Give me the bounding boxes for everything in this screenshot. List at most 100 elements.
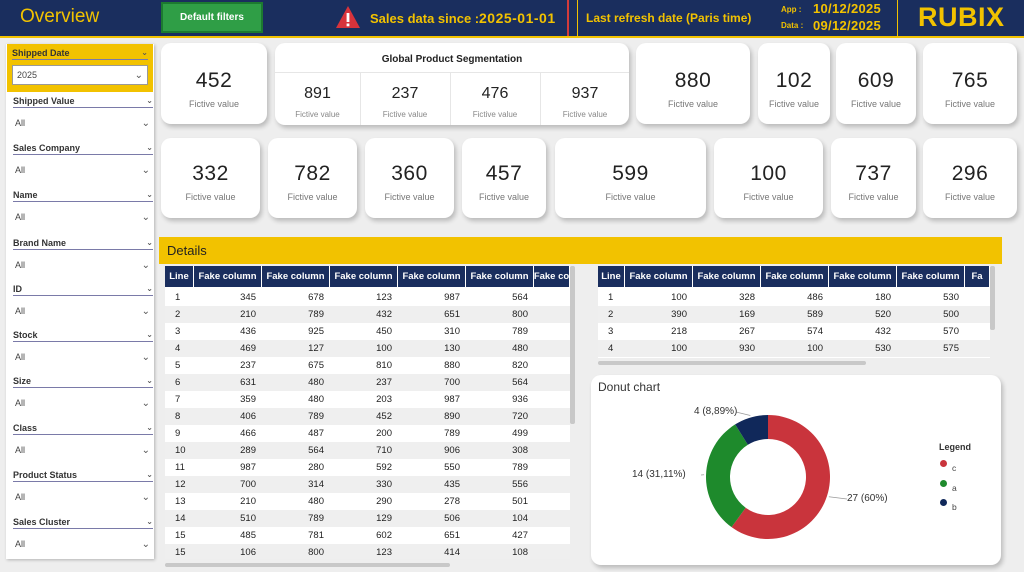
donut-slice-a[interactable]: [706, 424, 748, 528]
slicer-dropdown[interactable]: All ⌄: [13, 302, 153, 320]
chevron-down-icon[interactable]: ⌄: [146, 190, 153, 199]
slicer-dropdown[interactable]: All ⌄: [13, 256, 153, 274]
chevron-down-icon[interactable]: ⌄: [141, 164, 150, 176]
chevron-down-icon[interactable]: ⌄: [134, 69, 143, 81]
slicer-dropdown[interactable]: All ⌄: [13, 535, 153, 553]
table-row[interactable]: 12 700 314 330 435 556: [165, 476, 570, 493]
column-header[interactable]: Fake column: [262, 266, 330, 287]
slicer-value: All: [15, 352, 26, 362]
table-row[interactable]: 10 289 564 710 906 308: [165, 442, 570, 459]
table-row[interactable]: 6 631 480 237 700 564: [165, 374, 570, 391]
vertical-scrollbar[interactable]: [570, 266, 575, 424]
column-header[interactable]: Line: [598, 266, 625, 287]
table-cell: 452: [376, 411, 392, 422]
chevron-down-icon[interactable]: ⌄: [141, 305, 150, 317]
chevron-down-icon[interactable]: ⌄: [141, 259, 150, 271]
chevron-down-icon[interactable]: ⌄: [146, 470, 153, 479]
chevron-down-icon[interactable]: ⌄: [141, 351, 150, 363]
slicer-dropdown[interactable]: All ⌄: [13, 441, 153, 459]
chevron-down-icon[interactable]: ⌄: [146, 376, 153, 385]
horizontal-scrollbar[interactable]: [598, 361, 866, 365]
chevron-down-icon[interactable]: ⌄: [141, 397, 150, 409]
table-cell: 203: [376, 394, 392, 405]
table-row[interactable]: 2 390 169 589 520 500: [598, 306, 990, 323]
chevron-down-icon[interactable]: ⌄: [141, 538, 150, 550]
slicer-header[interactable]: Sales Company ⌄: [13, 143, 153, 155]
donut-slice-c[interactable]: [731, 415, 830, 539]
column-header[interactable]: Line: [165, 266, 194, 287]
column-header[interactable]: Fake column: [829, 266, 897, 287]
chevron-down-icon[interactable]: ⌄: [146, 330, 153, 339]
slicer-header[interactable]: Size ⌄: [13, 376, 153, 388]
table-cell: [534, 493, 570, 510]
table-row[interactable]: 1 100 328 486 180 530: [598, 289, 990, 306]
table-row[interactable]: 4 469 127 100 130 480: [165, 340, 570, 357]
legend-item-a[interactable]: a: [940, 478, 957, 493]
column-header[interactable]: Fake column: [330, 266, 398, 287]
slicer-dropdown[interactable]: All ⌄: [13, 394, 153, 412]
table-row[interactable]: 11 987 280 592 550 789: [165, 459, 570, 476]
table-row[interactable]: 5 237 675 810 880 820: [165, 357, 570, 374]
chevron-down-icon[interactable]: ⌄: [146, 96, 153, 105]
legend-swatch: [940, 459, 947, 467]
chevron-down-icon[interactable]: ⌄: [141, 491, 150, 503]
slicer-header[interactable]: Shipped Value ⌄: [13, 96, 153, 108]
table-row[interactable]: 15 106 800 123 414 108: [165, 544, 570, 559]
chevron-down-icon[interactable]: ⌄: [141, 48, 148, 57]
chevron-down-icon[interactable]: ⌄: [146, 423, 153, 432]
table-row[interactable]: 3 436 925 450 310 789: [165, 323, 570, 340]
table-row[interactable]: 14 510 789 129 506 104: [165, 510, 570, 527]
chevron-down-icon[interactable]: ⌄: [141, 211, 150, 223]
column-header[interactable]: Fake column: [194, 266, 262, 287]
column-header[interactable]: Fake column: [897, 266, 965, 287]
column-header[interactable]: Fake column: [466, 266, 534, 287]
table-row[interactable]: 3 218 267 574 432 570: [598, 323, 990, 340]
table-row[interactable]: 2 210 789 432 651 800: [165, 306, 570, 323]
column-header[interactable]: Fake column: [625, 266, 693, 287]
slicer-dropdown[interactable]: All ⌄: [13, 348, 153, 366]
legend-item-b[interactable]: b: [940, 497, 957, 512]
slicer-header[interactable]: Name ⌄: [13, 190, 153, 202]
slicer-dropdown[interactable]: All ⌄: [13, 488, 153, 506]
table-cell: 480: [308, 377, 324, 388]
slicer-dropdown[interactable]: All ⌄: [13, 114, 153, 132]
slicer-header[interactable]: Brand Name ⌄: [13, 238, 153, 250]
table-row[interactable]: 15 485 781 602 651 427: [165, 527, 570, 544]
column-header[interactable]: Fake co: [534, 266, 570, 287]
chevron-down-icon[interactable]: ⌄: [146, 143, 153, 152]
slicer-header[interactable]: Class ⌄: [13, 423, 153, 435]
table-row[interactable]: 4 100 930 100 530 575: [598, 340, 990, 357]
table-cell: 8: [175, 411, 181, 422]
kpi-value: 457: [485, 162, 523, 185]
slicer-header[interactable]: Shipped Date ⌄: [12, 48, 148, 60]
donut-slice-b[interactable]: [735, 415, 768, 445]
chevron-down-icon[interactable]: ⌄: [146, 284, 153, 293]
table-row[interactable]: 1 345 678 123 987 564: [165, 289, 570, 306]
table-row[interactable]: 9 466 487 200 789 499: [165, 425, 570, 442]
column-header[interactable]: Fake column: [398, 266, 466, 287]
data-label: Data :: [781, 21, 804, 30]
chevron-down-icon[interactable]: ⌄: [141, 117, 150, 129]
slicer-dropdown[interactable]: All ⌄: [13, 208, 153, 226]
table-row[interactable]: 8 406 789 452 890 720: [165, 408, 570, 425]
default-filters-button[interactable]: Default filters: [161, 2, 263, 33]
horizontal-scrollbar[interactable]: [165, 563, 450, 567]
chevron-down-icon[interactable]: ⌄: [141, 444, 150, 456]
kpi-label: Fictive value: [384, 192, 435, 202]
slicer-header[interactable]: ID ⌄: [13, 284, 153, 296]
table-row[interactable]: 13 210 480 290 278 501: [165, 493, 570, 510]
slicer-dropdown[interactable]: All ⌄: [13, 161, 153, 179]
segment-cell: 476 Fictive value: [451, 73, 539, 125]
slicer-header[interactable]: Stock ⌄: [13, 330, 153, 342]
slicer-dropdown[interactable]: 2025 ⌄: [12, 65, 148, 85]
chevron-down-icon[interactable]: ⌄: [146, 517, 153, 526]
column-header[interactable]: Fake column: [761, 266, 829, 287]
table-row[interactable]: 7 359 480 203 987 936: [165, 391, 570, 408]
slicer-header[interactable]: Sales Cluster ⌄: [13, 517, 153, 529]
vertical-scrollbar[interactable]: [990, 266, 995, 330]
chevron-down-icon[interactable]: ⌄: [146, 238, 153, 247]
slicer-header[interactable]: Product Status ⌄: [13, 470, 153, 482]
legend-item-c[interactable]: c: [940, 458, 956, 473]
column-header[interactable]: Fa: [965, 266, 990, 287]
column-header[interactable]: Fake column: [693, 266, 761, 287]
